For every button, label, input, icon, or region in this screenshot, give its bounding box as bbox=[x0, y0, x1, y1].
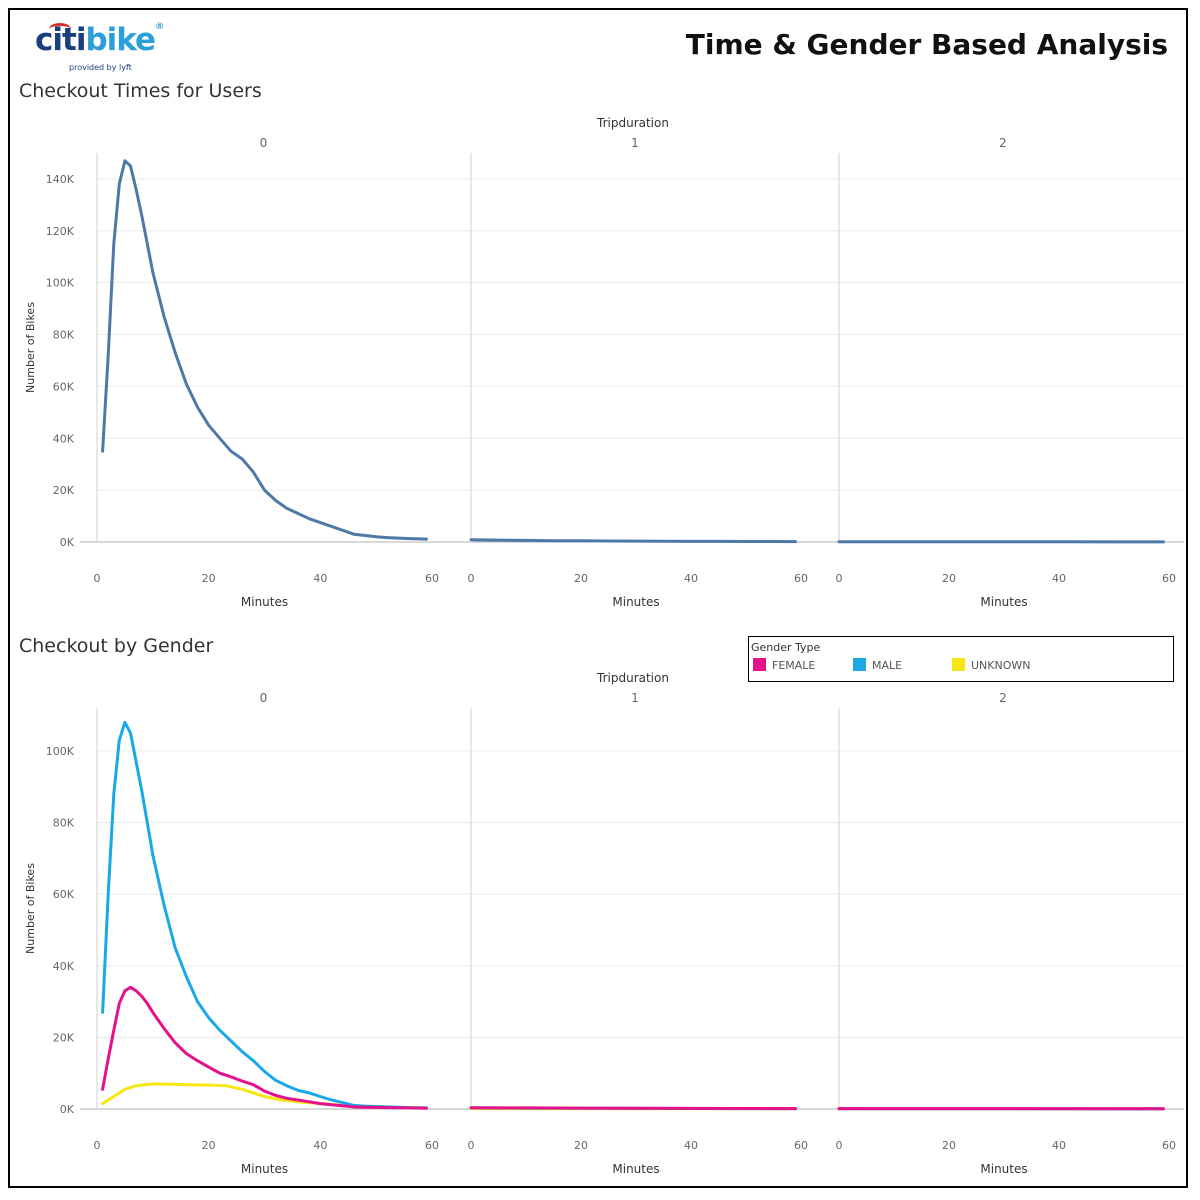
legend-label-female: FEMALE bbox=[772, 659, 816, 672]
x-tick-label: 60 bbox=[1162, 572, 1176, 585]
logo-arc-icon bbox=[49, 23, 71, 35]
legend-label-male: MALE bbox=[872, 659, 903, 672]
x-tick-label: 0 bbox=[468, 1139, 475, 1152]
facet-header-label: Tripduration bbox=[596, 671, 669, 685]
logo-citi-text: citi bbox=[35, 22, 86, 58]
y-axis-label: Number of Bikes bbox=[24, 302, 37, 393]
x-tick-label: 40 bbox=[313, 572, 327, 585]
series-line[interactable] bbox=[469, 1106, 797, 1111]
x-tick-label: 60 bbox=[425, 572, 439, 585]
legend-title: Gender Type bbox=[751, 641, 821, 654]
x-axis-label: Minutes bbox=[980, 1162, 1027, 1176]
x-tick-label: 40 bbox=[1052, 572, 1066, 585]
y-tick-label: 120K bbox=[46, 225, 75, 238]
logo-wordmark: citibike® bbox=[35, 22, 164, 58]
facet-name: 2 bbox=[999, 136, 1007, 150]
facet-name: 0 bbox=[260, 691, 268, 705]
x-axis-label: Minutes bbox=[612, 595, 659, 609]
x-tick-label: 20 bbox=[574, 572, 588, 585]
x-tick-label: 60 bbox=[425, 1139, 439, 1152]
x-tick-label: 60 bbox=[794, 1139, 808, 1152]
x-tick-label: 40 bbox=[1052, 1139, 1066, 1152]
series-line[interactable] bbox=[101, 720, 428, 1110]
series-line[interactable] bbox=[101, 159, 428, 541]
x-tick-label: 40 bbox=[684, 1139, 698, 1152]
y-tick-label: 20K bbox=[53, 1031, 75, 1044]
y-tick-label: 60K bbox=[53, 380, 75, 393]
y-tick-label: 0K bbox=[60, 1103, 75, 1116]
series-line[interactable] bbox=[469, 538, 797, 544]
y-tick-label: 20K bbox=[53, 484, 75, 497]
facet-name: 0 bbox=[260, 136, 268, 150]
dashboard-title: Time & Gender Based Analysis bbox=[685, 28, 1168, 61]
x-tick-label: 0 bbox=[468, 572, 475, 585]
x-tick-label: 20 bbox=[574, 1139, 588, 1152]
x-tick-label: 20 bbox=[942, 1139, 956, 1152]
facet-name: 2 bbox=[999, 691, 1007, 705]
legend-swatch-male bbox=[853, 658, 866, 671]
x-tick-label: 0 bbox=[94, 1139, 101, 1152]
series-line[interactable] bbox=[101, 1082, 428, 1110]
citibike-logo: citibike® provided by lyft bbox=[35, 22, 165, 77]
x-tick-label: 20 bbox=[202, 572, 216, 585]
legend-swatch-female bbox=[753, 658, 766, 671]
x-tick-label: 20 bbox=[202, 1139, 216, 1152]
y-tick-label: 100K bbox=[46, 277, 75, 290]
x-tick-label: 20 bbox=[942, 572, 956, 585]
y-tick-label: 0K bbox=[60, 536, 75, 549]
facet-name: 1 bbox=[631, 691, 639, 705]
y-tick-label: 80K bbox=[53, 329, 75, 342]
registered-icon: ® bbox=[155, 22, 164, 32]
gender-legend[interactable]: Gender Type FEMALE MALE UNKNOWN bbox=[748, 636, 1174, 682]
x-tick-label: 40 bbox=[313, 1139, 327, 1152]
facet-header-label: Tripduration bbox=[596, 116, 669, 130]
legend-item-unknown[interactable]: UNKNOWN bbox=[952, 658, 1031, 672]
series-line[interactable] bbox=[101, 985, 428, 1110]
x-tick-label: 60 bbox=[794, 572, 808, 585]
x-axis-label: Minutes bbox=[612, 1162, 659, 1176]
facet-name: 1 bbox=[631, 136, 639, 150]
x-tick-label: 0 bbox=[836, 572, 843, 585]
y-tick-label: 140K bbox=[46, 173, 75, 186]
logo-subtitle: provided by lyft bbox=[69, 63, 132, 72]
y-tick-label: 60K bbox=[53, 888, 75, 901]
chart-1-title: Checkout Times for Users bbox=[19, 80, 262, 102]
y-tick-label: 100K bbox=[46, 745, 75, 758]
dashboard-frame: citibike® provided by lyft Time & Gender… bbox=[8, 8, 1188, 1188]
y-tick-label: 40K bbox=[53, 960, 75, 973]
x-tick-label: 0 bbox=[94, 572, 101, 585]
legend-item-female[interactable]: FEMALE bbox=[753, 658, 815, 672]
x-axis-label: Minutes bbox=[241, 595, 288, 609]
legend-label-unknown: UNKNOWN bbox=[971, 659, 1031, 672]
chart-2-title: Checkout by Gender bbox=[19, 635, 214, 657]
legend-item-male[interactable]: MALE bbox=[853, 658, 902, 672]
y-tick-label: 40K bbox=[53, 432, 75, 445]
x-tick-label: 40 bbox=[684, 572, 698, 585]
x-tick-label: 0 bbox=[836, 1139, 843, 1152]
x-axis-label: Minutes bbox=[241, 1162, 288, 1176]
x-axis-label: Minutes bbox=[980, 595, 1027, 609]
y-tick-label: 80K bbox=[53, 817, 75, 830]
y-axis-label: Number of Bikes bbox=[24, 863, 37, 954]
logo-bike-text: bike bbox=[85, 22, 156, 58]
legend-swatch-unknown bbox=[952, 658, 965, 671]
x-tick-label: 60 bbox=[1162, 1139, 1176, 1152]
